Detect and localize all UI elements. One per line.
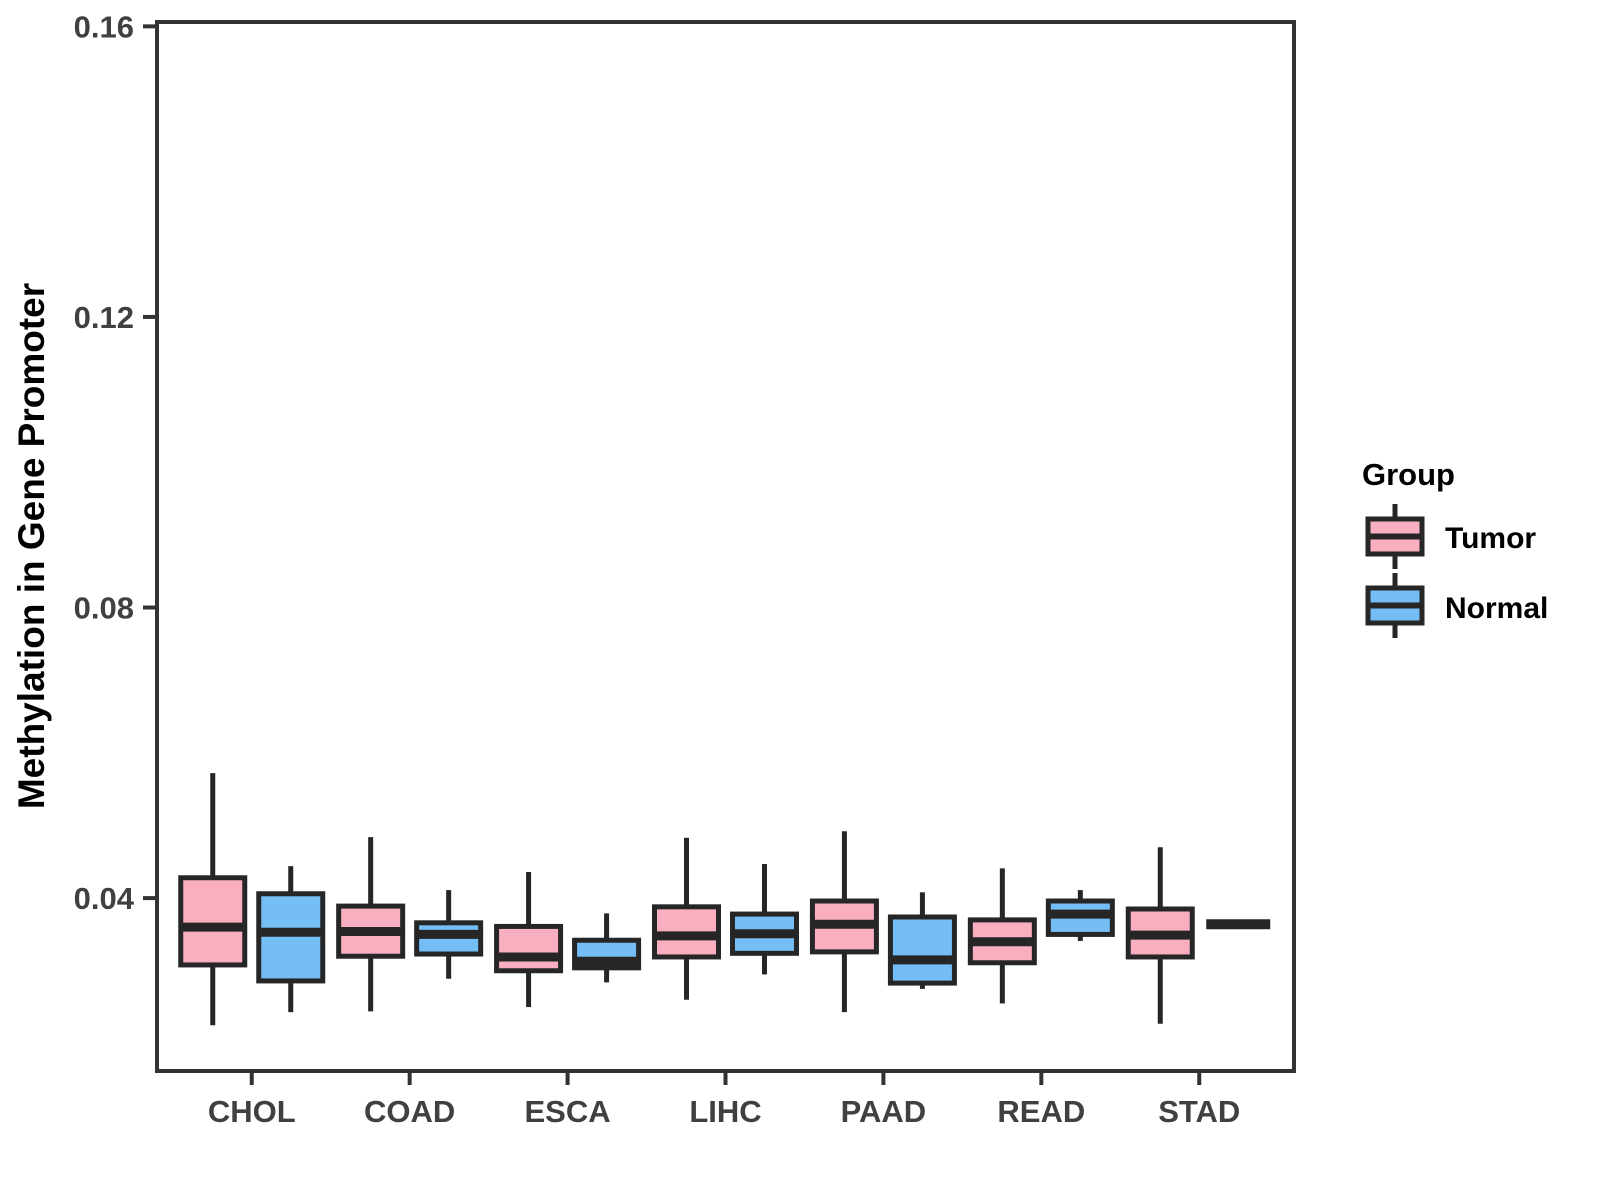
x-tick-label-ESCA: ESCA [525, 1094, 611, 1129]
legend-title: Group [1362, 457, 1455, 492]
box-ESCA-Tumor [494, 871, 564, 1008]
box-READ-Tumor [967, 868, 1037, 1004]
box-LIHC-Tumor [652, 837, 721, 1000]
y-tick-label-0.04: 0.04 [74, 881, 135, 916]
iqr-box [494, 923, 564, 974]
box-STAD-Tumor [1125, 847, 1195, 1024]
legend-label-tumor: Tumor [1445, 522, 1536, 555]
legend-label-normal: Normal [1445, 592, 1548, 625]
box-PAAD-Tumor [809, 831, 879, 1013]
y-axis: 0.04 0.08 0.12 0.16 [74, 9, 157, 916]
x-tick-label-COAD: COAD [364, 1094, 455, 1129]
legend: Group Tumor Normal [1362, 457, 1548, 638]
x-tick-label-CHOL: CHOL [208, 1094, 296, 1129]
x-tick-label-LIHC: LIHC [689, 1094, 761, 1129]
box-CHOL-Tumor [178, 773, 248, 1026]
iqr-box [178, 875, 248, 968]
box-ESCA-Normal [572, 913, 642, 983]
y-axis-title: Methylation in Gene Promoter [11, 283, 52, 809]
panel-border [155, 20, 1296, 1073]
box-READ-Normal [1045, 890, 1115, 941]
box-CHOL-Normal [256, 866, 326, 1013]
iqr-box [256, 891, 326, 984]
boxes-layer [178, 773, 1271, 1026]
legend-tumor-glyph [1365, 504, 1425, 569]
x-tick-label-STAD: STAD [1158, 1094, 1240, 1129]
x-tick-label-PAAD: PAAD [841, 1094, 927, 1129]
box-COAD-Tumor [336, 837, 406, 1012]
box-LIHC-Normal [730, 863, 799, 975]
legend-normal-glyph [1365, 573, 1425, 638]
x-axis: CHOL COAD ESCA LIHC PAAD READ STAD [208, 1071, 1240, 1129]
y-tick-label-0.16: 0.16 [74, 9, 134, 44]
y-tick-label-0.08: 0.08 [74, 591, 134, 626]
box-COAD-Normal [414, 890, 484, 979]
iqr-box [887, 914, 957, 986]
y-tick-label-0.12: 0.12 [74, 300, 134, 335]
x-tick-label-READ: READ [997, 1094, 1085, 1129]
box-PAAD-Normal [887, 892, 957, 989]
